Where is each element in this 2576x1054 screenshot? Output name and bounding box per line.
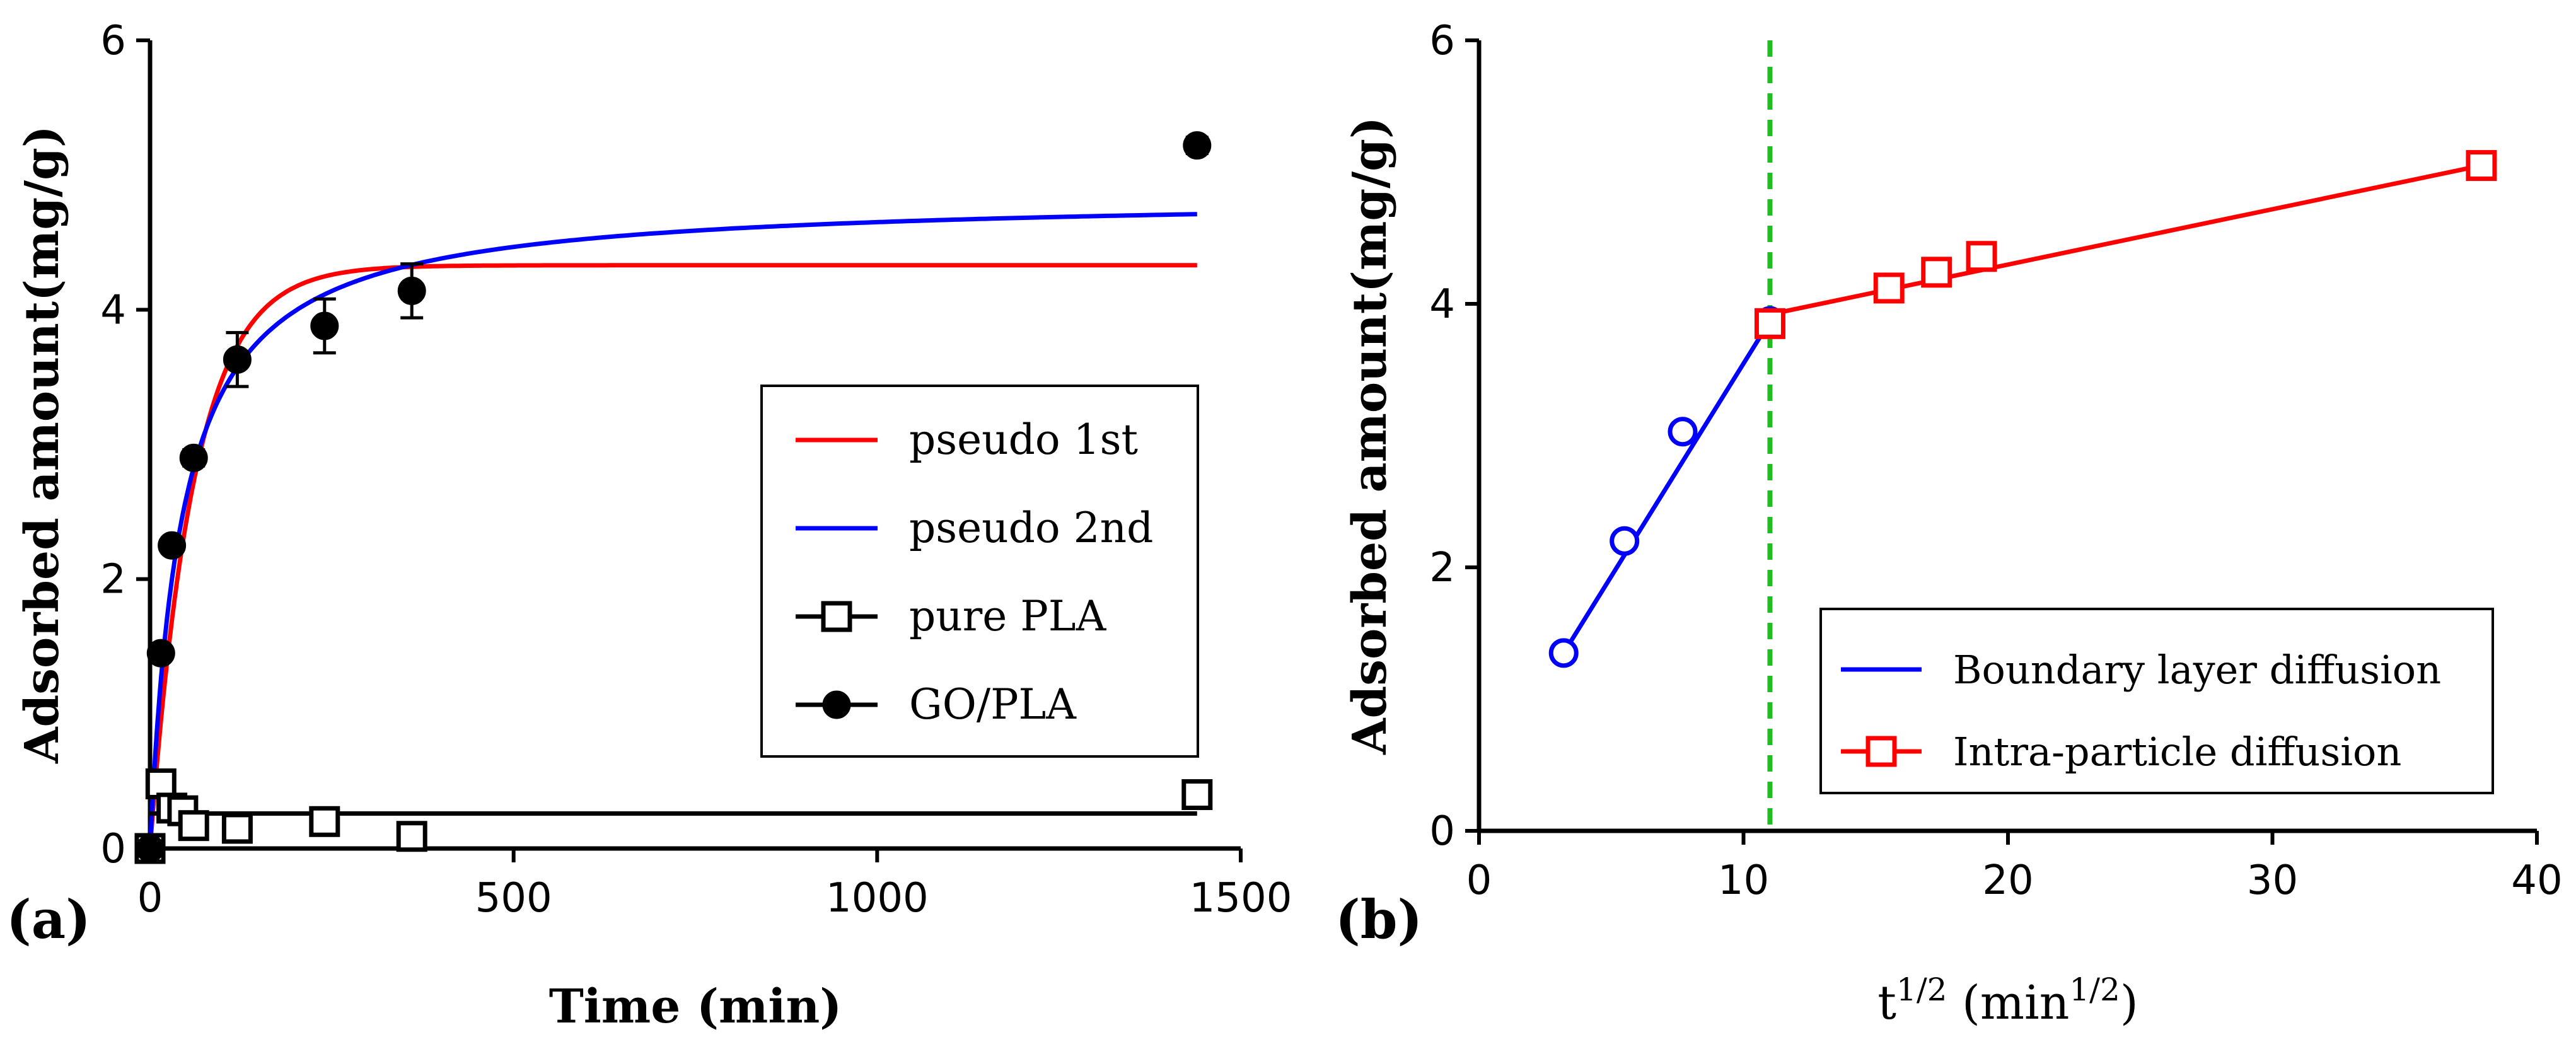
data-point [2466,150,2497,182]
legend-marker [1865,736,1897,767]
data-point [158,531,187,560]
data-point [396,821,427,852]
y-axis-title: Adsorbed amount(mg/g) [15,125,69,764]
legend-marker [821,601,852,632]
y-tick-label: 2 [100,557,126,603]
y-tick-label: 6 [1429,18,1455,64]
x-axis-title-part: ) [2120,976,2138,1030]
x-tick-label: 40 [2511,857,2562,904]
x-tick-label: 1500 [1190,875,1292,922]
data-point [221,813,253,844]
x-axis-title-part: t [1877,976,1896,1030]
y-tick-label: 4 [100,287,126,333]
legend-label: pseudo 2nd [909,504,1153,552]
panel-label: (b) [1335,888,1422,951]
legend: pseudo 1st pseudo 2nd pure PLA GO/PLA [760,385,1199,758]
legend-label: pseudo 1st [909,415,1138,464]
data-point [179,443,208,472]
data-point [1668,417,1698,447]
x-axis-title: Time (min) [549,980,842,1034]
series-Intra-particle-diffusion [1754,150,2497,339]
data-point [146,639,175,668]
legend-box [1819,608,2494,794]
y-tick-label: 2 [1429,545,1455,591]
panel-label: (a) [6,888,91,951]
legend-marker [822,690,851,719]
series-GO-PLA [136,131,1212,863]
data-point [309,806,340,837]
data-point [397,276,426,305]
series-Boundary-layer-diffusion [1548,306,1785,668]
x-tick-label: 1000 [826,875,929,922]
x-tick-label: 500 [475,875,552,922]
x-axis-title-part: (min [1947,976,2069,1030]
y-tick-label: 0 [1429,808,1455,855]
data-point [310,311,339,340]
x-tick-label: 10 [1718,857,1769,904]
y-axis-title: Adsorbed amount(mg/g) [1343,117,1397,755]
x-tick-label: 30 [2247,857,2298,904]
y-tick-label: 0 [100,826,126,872]
data-point [1181,779,1213,811]
data-point [223,345,252,374]
data-point [178,810,209,842]
data-point [1610,526,1640,556]
legend-label: GO/PLA [909,680,1077,729]
x-tick-label: 0 [1466,857,1492,904]
legend-label: Intra-particle diffusion [1953,729,2401,775]
legend-label: Boundary layer diffusion [1953,647,2441,693]
x-axis-title: t1/2 (min1/2) [1877,971,2138,1030]
data-point [1921,257,1952,288]
x-tick-label: 20 [1982,857,2033,904]
data-point [1548,638,1579,668]
x-axis-title-superscript: 1/2 [2069,971,2120,1008]
series-fit-line [1562,320,1772,654]
y-tick-label: 6 [100,18,126,64]
data-point [1966,241,1997,272]
x-tick-label: 0 [137,875,163,922]
legend: Boundary layer diffusion Intra-particle d… [1819,608,2494,794]
data-point [136,834,165,863]
y-tick-label: 4 [1429,281,1455,328]
data-point [1183,131,1212,160]
data-point [1754,308,1785,339]
panel-a: 0 500 1000 1500 0 2 4 6 Time (min) Adsorbed amoun… [6,18,1292,1034]
x-axis-title-superscript: 1/2 [1896,971,1947,1008]
data-point [1873,272,1905,304]
legend-label: pure PLA [909,592,1107,640]
